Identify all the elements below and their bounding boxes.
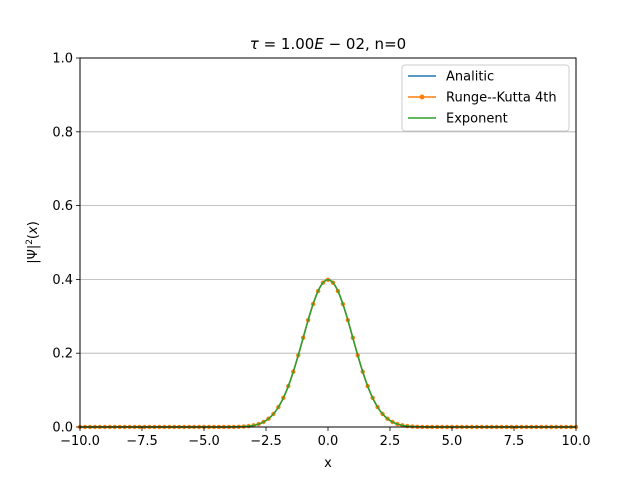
y-tick-label: 0.4 [52, 273, 73, 288]
x-axis-label: x [324, 456, 332, 471]
y-axis-ticks: 0.0 0.2 0.4 0.6 0.8 1.0 [52, 52, 80, 436]
x-tick-label: 5.0 [442, 434, 463, 449]
y-tick-label: 0.2 [52, 347, 73, 362]
y-tick-label: 0.0 [52, 421, 73, 436]
x-tick-label: 10.0 [562, 434, 591, 449]
legend-label-runge-kutta-4th: Runge--Kutta 4th [446, 91, 557, 106]
legend: Analitic Runge--Kutta 4th Exponent [401, 64, 570, 132]
x-tick-label: −7.5 [126, 434, 158, 449]
x-tick-label: −2.5 [250, 434, 282, 449]
x-tick-label: 0.0 [318, 434, 339, 449]
x-tick-label: −10.0 [60, 434, 100, 449]
legend-marker-runge-kutta-4th [419, 94, 425, 100]
title-rest: − 02, n=0 [324, 35, 406, 53]
legend-label-exponent: Exponent [446, 112, 508, 127]
title-eq: = 1.00 [259, 35, 315, 53]
x-tick-label: 7.5 [504, 434, 525, 449]
ylabel-open: ( [26, 234, 41, 239]
ylabel-pre: |Ψ| [26, 245, 41, 264]
y-tick-label: 0.6 [52, 199, 73, 214]
y-axis-label: |Ψ|2(x) [25, 221, 41, 264]
x-tick-label: −5.0 [188, 434, 220, 449]
ylabel-close: ) [26, 221, 41, 226]
title-tau: τ [250, 35, 260, 53]
chart-title: τ = 1.00E − 02, n=0 [250, 35, 406, 53]
legend-box [401, 64, 570, 132]
y-tick-label: 1.0 [52, 52, 73, 67]
legend-items: Analitic Runge--Kutta 4th Exponent [408, 70, 557, 127]
y-tick-label: 0.8 [52, 125, 73, 140]
ylabel-var: x [26, 226, 41, 235]
x-tick-label: 2.5 [380, 434, 401, 449]
legend-label-analitic: Analitic [446, 70, 494, 85]
x-axis-ticks: −10.0 −7.5 −5.0 −2.5 0.0 2.5 5.0 7.5 10.0 [60, 427, 590, 449]
ylabel-sup: 2 [25, 239, 35, 245]
title-e: E [314, 35, 324, 53]
